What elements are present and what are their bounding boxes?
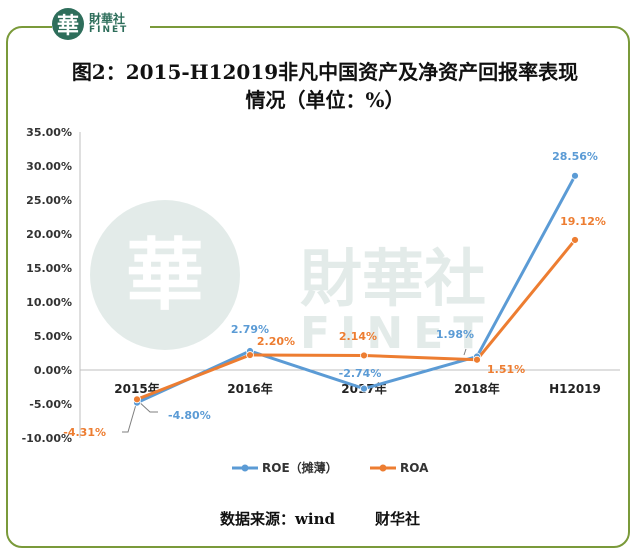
y-tick-label: 15.00% [26, 262, 72, 275]
logo-cn-text: 財華社 [89, 11, 126, 26]
roa-data-label: 1.51% [487, 363, 525, 376]
roa-point [571, 236, 579, 244]
watermark-en: FINET [300, 308, 493, 359]
chart-frame [6, 26, 630, 548]
leader-line [463, 348, 467, 356]
watermark-badge-icon [90, 200, 240, 350]
chart-title: 图2：2015-H12019非凡中国资产及净资产回报率表现 情况（单位：%） [60, 58, 590, 114]
source-label: 数据来源：wind [219, 510, 335, 528]
finet-logo: 華 財華社 FINET [52, 4, 150, 44]
x-category-label: 2015年 [114, 381, 159, 396]
y-tick-label: 20.00% [26, 228, 72, 241]
y-tick-label: 5.00% [34, 330, 72, 343]
legend-label-roa: ROA [400, 461, 429, 475]
y-tick-label: 25.00% [26, 194, 72, 207]
data-source: 数据来源：wind 财华社 [0, 508, 640, 529]
roa-data-label: 2.20% [257, 335, 295, 348]
roa-data-label: 19.12% [560, 215, 606, 228]
chart-title-line-2: 情况（单位：%） [245, 88, 405, 112]
chart-title-line-1: 图2：2015-H12019非凡中国资产及净资产回报率表现 [71, 60, 579, 84]
watermark-cn: 財華社 [300, 242, 486, 315]
y-tick-label: 0.00% [34, 364, 72, 377]
roe-data-label: -4.80% [168, 409, 211, 422]
y-tick-label: 35.00% [26, 126, 72, 139]
y-tick-label: 10.00% [26, 296, 72, 309]
roa-point [246, 351, 254, 359]
y-tick-label: -5.00% [29, 398, 72, 411]
legend-marker-roa [379, 464, 387, 472]
roa-point [133, 395, 141, 404]
roe-data-label: 2.79% [231, 323, 269, 336]
y-tick-label: -10.00% [22, 432, 72, 445]
roe-data-label: 1.98% [436, 328, 474, 341]
logo-en-text: FINET [89, 24, 129, 35]
roe-data-label: -2.74% [339, 367, 382, 380]
source-publisher: 财华社 [375, 510, 421, 528]
roa-data-label: -4.31% [63, 426, 106, 439]
legend-label-roe: ROE（摊薄） [262, 460, 338, 475]
roe-data-label: 28.56% [552, 150, 598, 163]
roe-point [571, 171, 579, 180]
roa-point [473, 355, 481, 364]
logo-text: 財華社 FINET [89, 13, 128, 35]
x-category-label: 2018年 [454, 381, 499, 396]
roa-data-label: 2.14% [339, 330, 377, 343]
logo-badge-icon: 華 [52, 8, 84, 40]
roe-point [360, 384, 368, 393]
watermark-badge-glyph: 華 [126, 230, 204, 321]
leader-line [136, 399, 158, 413]
leader-line [122, 400, 138, 433]
roa-point [360, 351, 368, 360]
legend-marker-roe [241, 464, 249, 472]
y-tick-label: 30.00% [26, 160, 72, 173]
x-category-label: 2016年 [227, 381, 272, 396]
x-category-label: H12019 [549, 382, 601, 396]
